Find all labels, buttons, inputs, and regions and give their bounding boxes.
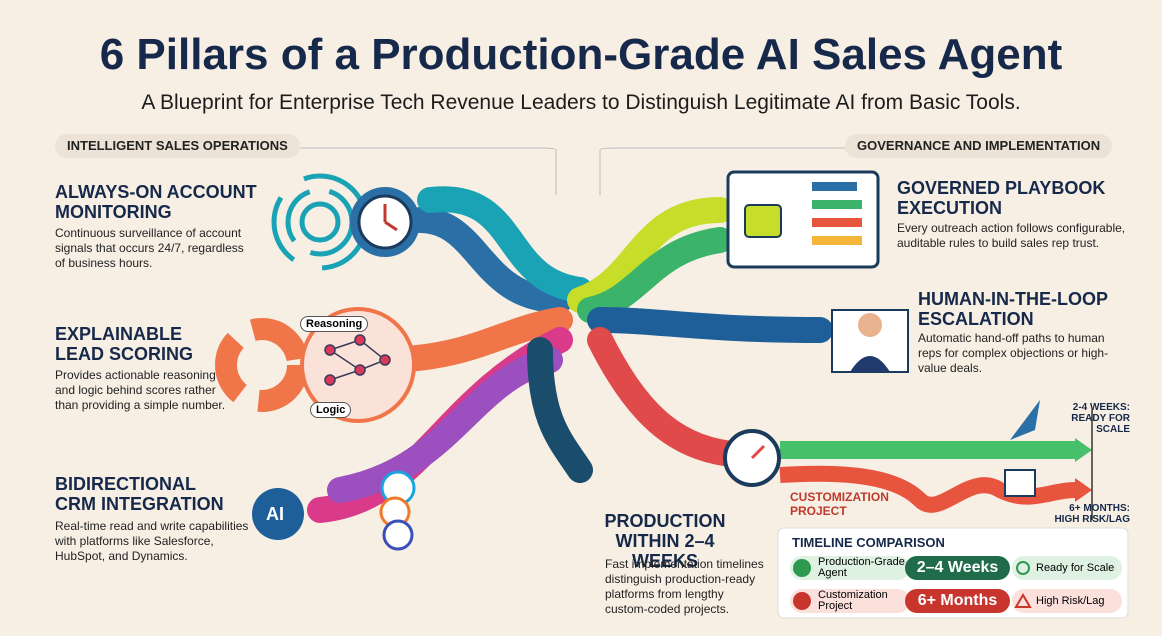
calendar-icon bbox=[1004, 469, 1036, 497]
ribbon bbox=[327, 347, 563, 503]
status-icons bbox=[793, 559, 1032, 610]
pillar-description: Provides actionable reasoning and logic … bbox=[55, 368, 226, 412]
person-body bbox=[850, 356, 890, 372]
warning-icon bbox=[1014, 593, 1032, 608]
bracket bbox=[599, 147, 845, 195]
pillar-title: PRODUCTION WITHIN 2–4 WEEKS bbox=[604, 511, 726, 571]
cross-icon bbox=[793, 592, 811, 610]
pillar-title: EXPLAINABLE LEAD SCORING bbox=[55, 324, 194, 364]
ribbon bbox=[577, 227, 733, 323]
pillar-description: Real-time read and write capabilities wi… bbox=[55, 519, 249, 563]
crm-logo bbox=[382, 519, 414, 551]
pillar-description: Fast implementation timelines distinguis… bbox=[605, 557, 764, 616]
person-head bbox=[858, 313, 882, 337]
subtitle: A Blueprint for Enterprise Tech Revenue … bbox=[141, 91, 1021, 114]
pillar-title: HUMAN-IN-THE-LOOP ESCALATION bbox=[918, 289, 1108, 329]
icon-label: Reasoning bbox=[300, 316, 369, 332]
check-icon bbox=[1016, 561, 1030, 575]
ribbon bbox=[527, 337, 593, 483]
section-label: GOVERNANCE AND IMPLEMENTATION bbox=[845, 134, 1113, 158]
ai-gear bbox=[252, 488, 304, 540]
row-outcome: Ready for Scale bbox=[1012, 556, 1122, 580]
pillar-description: Automatic hand-off paths to human reps f… bbox=[918, 331, 1109, 375]
pillar-description: Continuous surveillance of account signa… bbox=[55, 226, 244, 270]
timeline-label: 2-4 WEEKS: READY FOR SCALE bbox=[1071, 402, 1130, 435]
ribbon bbox=[587, 307, 833, 343]
playbook-steps bbox=[812, 182, 862, 245]
ribbon bbox=[417, 186, 593, 303]
pillar-description: Every outreach action follows configurab… bbox=[897, 221, 1126, 250]
section-label: INTELLIGENT SALES OPERATIONS bbox=[55, 134, 300, 158]
donut-icon bbox=[215, 318, 309, 412]
ribbon bbox=[567, 197, 733, 313]
arrow-head bbox=[1075, 438, 1092, 462]
row-duration: 2–4 Weeks bbox=[905, 556, 1010, 580]
title: 6 Pillars of a Production-Grade AI Sales… bbox=[99, 30, 1063, 79]
timeline-label: CUSTOMIZATION PROJECT bbox=[790, 490, 889, 518]
ribbon bbox=[587, 327, 753, 468]
arrow-head bbox=[1075, 478, 1092, 502]
row-outcome: High Risk/Lag bbox=[1012, 589, 1122, 613]
lock-icon bbox=[744, 204, 782, 238]
icon-label: Logic bbox=[310, 402, 352, 418]
pillar-title: BIDIRECTIONAL CRM INTEGRATION bbox=[55, 474, 224, 514]
ribbon bbox=[407, 207, 573, 313]
stopwatch-hand bbox=[750, 444, 766, 460]
bracket bbox=[300, 147, 557, 195]
icon-label: AI bbox=[266, 504, 284, 524]
row-duration: 6+ Months bbox=[905, 589, 1010, 613]
pillar-title: ALWAYS-ON ACCOUNT MONITORING bbox=[55, 182, 257, 222]
rocket-icon bbox=[1010, 400, 1040, 440]
pillar-title: GOVERNED PLAYBOOK EXECUTION bbox=[897, 178, 1106, 218]
check-icon bbox=[793, 559, 811, 577]
timeline-label: 6+ MONTHS: HIGH RISK/LAG bbox=[1054, 503, 1130, 525]
clock-hands bbox=[383, 204, 398, 232]
network-nodes bbox=[324, 334, 391, 386]
comparison-title: TIMELINE COMPARISON bbox=[792, 535, 945, 550]
